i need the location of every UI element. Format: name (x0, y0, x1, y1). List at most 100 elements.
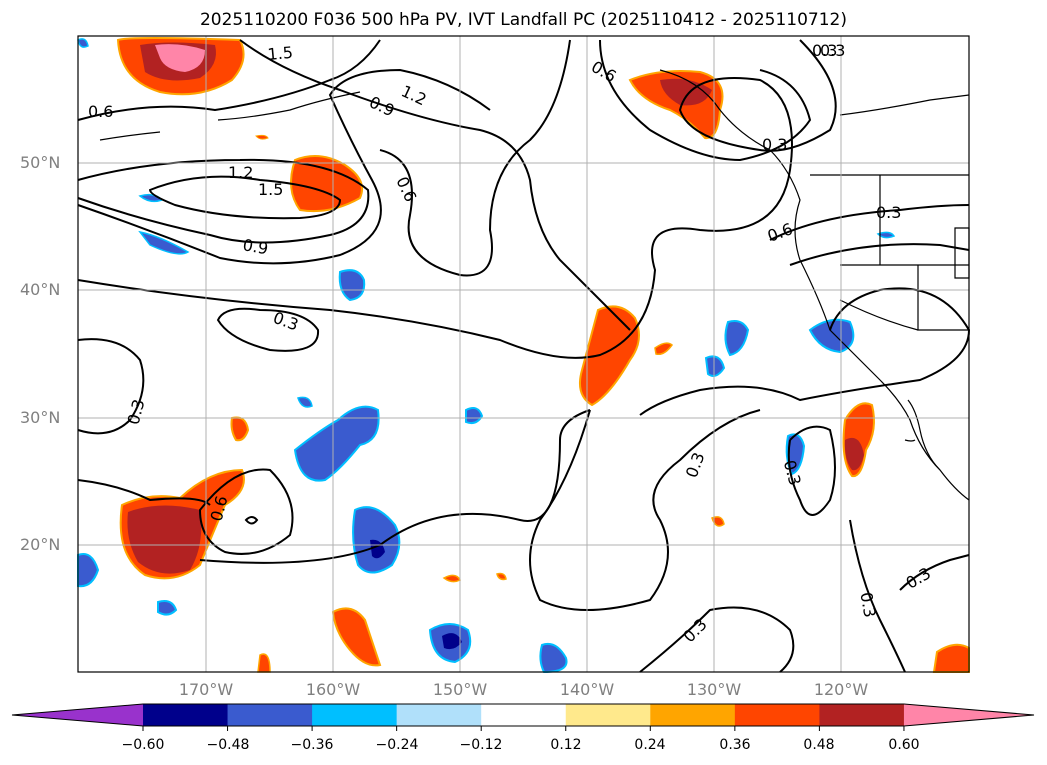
coastline (839, 94, 970, 116)
contour-line (216, 307, 320, 352)
contour-line (77, 68, 491, 265)
patch-warm-11 (711, 516, 725, 527)
plot-frame (77, 35, 970, 673)
patch-warm-1c (155, 44, 205, 72)
patch-cool-17 (77, 38, 89, 48)
contour-line (639, 606, 795, 673)
contour-line (77, 39, 381, 121)
colorbar-tick-label: −0.36 (290, 737, 334, 753)
patch-cool-13 (138, 230, 190, 255)
colorbar-tick-label: −0.48 (206, 737, 250, 753)
lon-label-170w: 170°W (178, 680, 234, 699)
colorbar-segment (481, 704, 567, 726)
colorbar-tick-label: 0.24 (634, 737, 666, 753)
contour-line (899, 554, 970, 591)
contour-line (379, 39, 571, 277)
contour-line (77, 338, 145, 435)
island (99, 131, 161, 141)
contour-label: 0.6 (88, 102, 113, 121)
negative-ivt-patches (77, 38, 896, 674)
contour-label: 1.2 (228, 163, 253, 182)
contour-line (789, 243, 970, 266)
patch-cool-3 (338, 269, 366, 302)
colorbar-tick-label: −0.60 (121, 737, 165, 753)
patch-warm-10 (654, 342, 674, 356)
colorbar-segment (650, 704, 736, 726)
patch-cool-1 (293, 405, 380, 482)
graticule (78, 36, 969, 672)
lat-label-40n: 40°N (20, 280, 61, 299)
coastline (659, 69, 970, 501)
colorbar-tick-label: 0.36 (719, 737, 751, 753)
patch-cool-2 (352, 506, 401, 574)
island (904, 439, 916, 442)
lon-label-140w: 140°W (559, 680, 615, 699)
patch-cool-16 (876, 231, 896, 239)
patch-cool-11 (157, 600, 178, 616)
contour-line (77, 479, 211, 506)
map-title: 2025110200 F036 500 hPa PV, IVT Landfall… (199, 10, 847, 30)
lat-label-30n: 30°N (20, 408, 61, 427)
colorbar-segment (565, 704, 651, 726)
contour-line (198, 468, 294, 555)
contour-line (77, 39, 837, 359)
lat-label-20n: 20°N (20, 535, 61, 554)
contour-label: 0.3 (812, 41, 837, 60)
lon-label-150w: 150°W (432, 680, 488, 699)
contour-line (849, 519, 906, 673)
contour-label: 0.3 (762, 135, 787, 154)
colorbar-segment (143, 704, 229, 726)
contour-label: 1.5 (267, 43, 294, 64)
island (907, 399, 941, 471)
colorbar-segment (227, 704, 313, 726)
patch-warm-4 (579, 305, 640, 407)
colorbar-tick-label: −0.12 (459, 737, 503, 753)
island (217, 91, 361, 121)
contour-line (769, 204, 970, 241)
patch-cool-10 (77, 553, 100, 588)
contour-line (787, 425, 836, 516)
colorbar-segment (734, 704, 820, 726)
colorbar-tick-label: 0.60 (888, 737, 920, 753)
plot-area (78, 36, 969, 672)
patch-warm-13 (496, 572, 507, 581)
patch-warm-6 (230, 416, 250, 442)
patch-cool-15 (297, 396, 313, 408)
patch-cool-5 (724, 320, 750, 357)
colorbar-tick-label: −0.24 (375, 737, 419, 753)
contour-line (239, 39, 631, 331)
lon-label-160w: 160°W (305, 680, 361, 699)
patch-cool-12 (465, 407, 484, 425)
patch-warm-15 (255, 134, 269, 140)
contour-line (529, 409, 761, 611)
patch-cool-7 (808, 318, 855, 354)
contour-label: 0.3 (876, 203, 901, 222)
colorbar-segment (819, 704, 905, 726)
lon-label-130w: 130°W (686, 680, 742, 699)
colorbar-segment (312, 704, 398, 726)
contour-label: 0.9 (241, 235, 269, 258)
colorbar (11, 703, 1035, 731)
colorbar-segment (396, 704, 482, 726)
patch-warm-8b (844, 437, 864, 471)
contour-line (599, 39, 812, 162)
contour-line (199, 409, 591, 564)
colorbar-extend-low (12, 704, 143, 726)
state-border (839, 299, 919, 331)
contour-label: 1.5 (258, 180, 283, 199)
contour-label: 0.3 (820, 41, 845, 60)
patch-warm-5b (127, 505, 202, 574)
colorbar-tick-label: 0.12 (550, 737, 582, 753)
colorbar-tick-label: 0.48 (803, 737, 835, 753)
patch-warm-7 (331, 607, 382, 667)
patch-cool-8 (785, 433, 806, 476)
patch-cool-4b (442, 633, 462, 650)
lat-label-50n: 50°N (20, 153, 61, 172)
lon-label-120w: 120°W (813, 680, 869, 699)
colorbar-extend-high (903, 704, 1034, 726)
patch-warm-14 (257, 653, 271, 673)
patch-warm-2 (290, 155, 364, 213)
contour-line (148, 175, 342, 220)
patch-cool-9 (539, 642, 568, 674)
